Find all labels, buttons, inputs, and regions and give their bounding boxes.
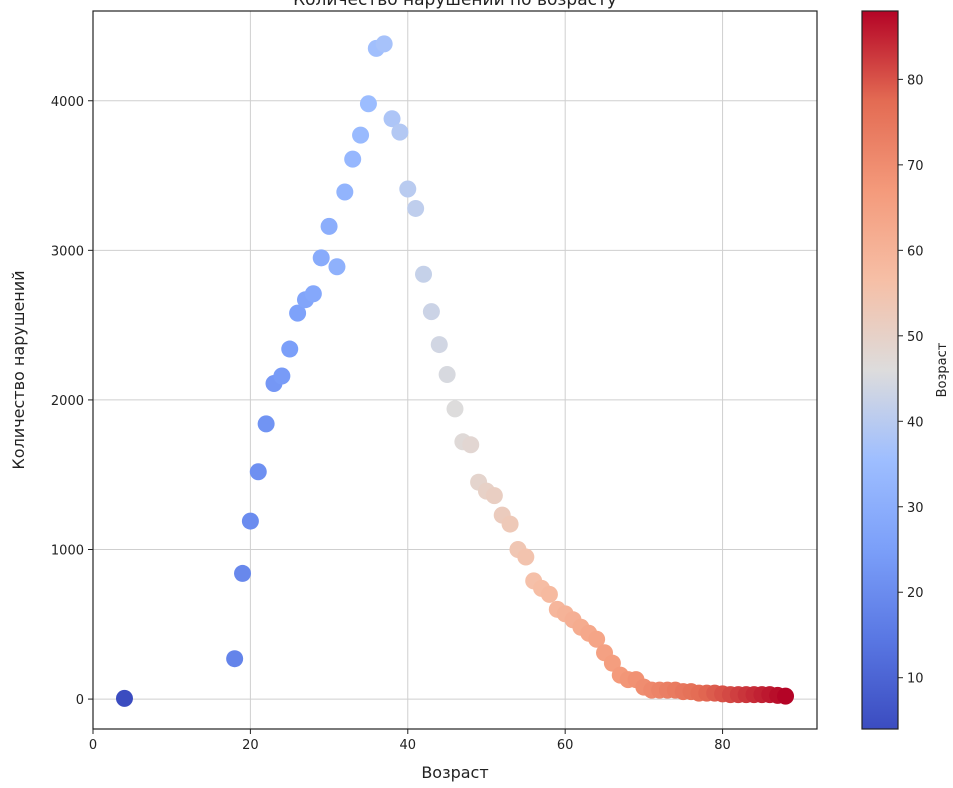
data-point [603,654,621,672]
y-tick-label: 3000 [51,244,84,259]
grid-lines [92,11,817,729]
data-point [446,400,464,418]
colorbar-tick-label: 60 [907,244,924,259]
x-axis-label: Возраст [421,763,488,782]
x-tick-label: 0 [89,738,97,753]
chart-title: Количество нарушений по возрасту [293,0,617,10]
data-point [312,249,330,267]
colorbar [861,10,899,730]
colorbar-tick-label: 30 [907,501,924,516]
y-tick-label: 1000 [51,544,84,559]
data-point [485,487,503,505]
data-point [422,303,440,321]
colorbar-tick-label: 40 [907,415,924,430]
y-tick-label: 0 [76,693,84,708]
data-point [257,415,275,433]
colorbar-tick-label: 80 [907,73,924,88]
data-point [375,35,393,53]
x-tick-label: 40 [400,738,417,753]
data-point [588,630,606,648]
data-point [391,123,409,141]
data-point [383,110,401,128]
colorbar-tick-label: 50 [907,330,924,345]
data-point [328,258,346,276]
data-point [115,689,133,707]
data-point [226,650,244,668]
data-point [249,463,267,481]
colorbar-tick-label: 20 [907,586,924,601]
y-axis-label: Количество нарушений [9,270,28,469]
data-point [289,304,307,322]
data-point [540,585,558,603]
data-point [234,564,252,582]
data-point [344,150,362,168]
data-point [320,217,338,235]
data-point [777,687,795,705]
data-point [430,336,448,354]
data-point [359,95,377,113]
data-point [399,180,417,198]
colorbar-ticks: 10 20 30 40 50 60 70 80 [898,73,924,687]
data-point [241,512,259,530]
colorbar-label: Возраст [935,342,950,397]
data-point [304,285,322,303]
y-tick-label: 2000 [51,394,84,409]
data-point [273,367,291,385]
data-point [407,199,425,217]
data-point [517,548,535,566]
x-ticks: 0 20 40 60 80 [89,729,731,753]
data-points [115,35,795,707]
data-point [352,126,370,144]
y-ticks: 0 1000 2000 3000 4000 [51,95,93,708]
y-tick-label: 4000 [51,95,84,110]
data-point [462,436,480,454]
x-tick-label: 80 [714,738,731,753]
x-tick-label: 20 [242,738,259,753]
data-point [336,183,354,201]
colorbar-tick-label: 70 [907,159,924,174]
x-tick-label: 60 [557,738,574,753]
data-point [281,340,299,358]
data-point [438,365,456,383]
colorbar-tick-label: 10 [907,672,924,687]
plot-frame [92,10,818,730]
data-point [501,515,519,533]
data-point [415,265,433,283]
